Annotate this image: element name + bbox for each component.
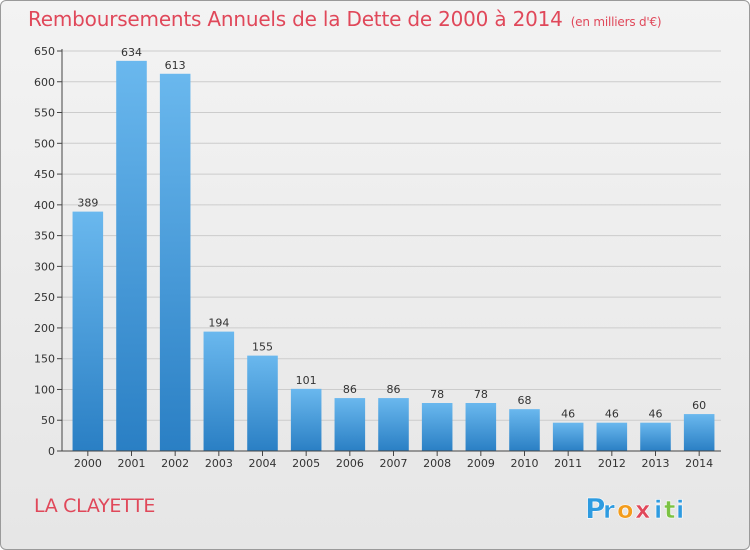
data-label: 46	[649, 408, 663, 421]
data-label: 78	[430, 388, 444, 401]
data-label: 389	[77, 197, 98, 210]
y-tick-label: 150	[34, 353, 55, 366]
data-label: 634	[121, 46, 142, 59]
unit-note: (en milliers d'€)	[570, 15, 662, 29]
x-tick-label: 2012	[598, 457, 626, 470]
y-tick-label: 0	[48, 445, 55, 458]
y-tick-label: 500	[34, 137, 55, 150]
bar	[509, 409, 540, 451]
data-label: 86	[343, 383, 357, 396]
bar	[159, 73, 191, 452]
data-label: 78	[474, 388, 488, 401]
x-tick-label: 2009	[467, 457, 495, 470]
logo-letter: i	[654, 496, 662, 524]
data-label: 613	[165, 59, 186, 72]
chart-title: Remboursements Annuels de la Dette de 20…	[28, 7, 662, 31]
data-label: 46	[605, 408, 619, 421]
x-tick-label: 2000	[74, 457, 102, 470]
bar	[596, 422, 628, 451]
y-tick-label: 650	[34, 45, 55, 58]
data-label: 46	[561, 408, 575, 421]
y-tick-label: 600	[34, 76, 55, 89]
x-tick-label: 2013	[642, 457, 670, 470]
y-tick-label: 450	[34, 168, 55, 181]
bar	[203, 331, 235, 451]
y-tick-label: 100	[34, 383, 55, 396]
y-tick-label: 50	[41, 414, 55, 427]
bar	[421, 403, 453, 451]
x-tick-label: 2005	[292, 457, 320, 470]
logo-letter: t	[664, 496, 675, 524]
data-label: 86	[387, 383, 401, 396]
bar	[683, 414, 715, 451]
x-tick-label: 2003	[205, 457, 233, 470]
bar	[640, 422, 671, 451]
bar	[247, 355, 278, 451]
chart-title-text: Remboursements Annuels de la Dette de 20…	[28, 7, 563, 31]
data-label: 194	[208, 317, 229, 330]
y-tick-label: 300	[34, 260, 55, 273]
proxiti-logo: Pr o x i t i	[585, 492, 685, 525]
bar	[116, 60, 147, 451]
x-tick-label: 2010	[511, 457, 539, 470]
y-tick-label: 200	[34, 322, 55, 335]
commune-name: LA CLAYETTE	[34, 495, 156, 517]
data-label: 101	[296, 374, 317, 387]
logo-letter: P	[585, 492, 606, 525]
data-label: 60	[692, 399, 706, 412]
bar	[72, 211, 104, 451]
x-tick-label: 2004	[249, 457, 277, 470]
bar	[552, 422, 584, 451]
x-tick-label: 2006	[336, 457, 364, 470]
y-tick-label: 250	[34, 291, 55, 304]
logo-letter: r	[603, 496, 615, 524]
logo-letter: o	[617, 496, 634, 524]
y-tick-label: 350	[34, 230, 55, 243]
bar	[465, 403, 497, 451]
bar	[378, 398, 409, 451]
x-tick-label: 2011	[554, 457, 582, 470]
data-label: 155	[252, 341, 273, 354]
bar	[290, 388, 322, 451]
y-tick-label: 400	[34, 199, 55, 212]
data-label: 68	[518, 394, 532, 407]
x-tick-label: 2007	[380, 457, 408, 470]
x-tick-label: 2014	[685, 457, 713, 470]
logo-letter: i	[676, 496, 684, 524]
x-tick-label: 2008	[423, 457, 451, 470]
x-tick-label: 2002	[161, 457, 189, 470]
bar	[334, 398, 366, 451]
x-tick-label: 2001	[118, 457, 146, 470]
y-tick-label: 550	[34, 107, 55, 120]
logo-letter: x	[635, 496, 651, 524]
